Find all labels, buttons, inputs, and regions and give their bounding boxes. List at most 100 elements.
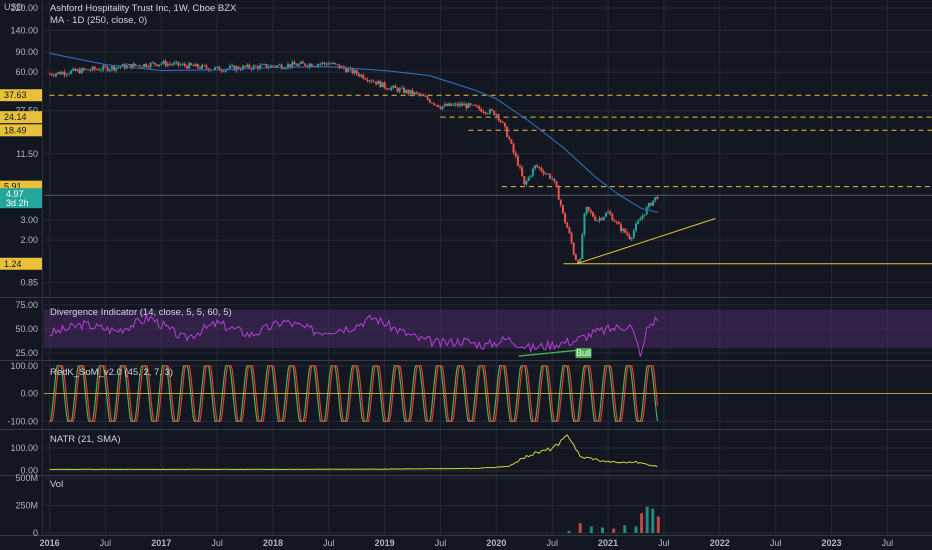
x-tick-label: Jul xyxy=(658,538,670,548)
candle-body xyxy=(134,63,137,66)
divergence-pane[interactable]: Bull xyxy=(44,309,932,359)
divergence-y-tick-label: 50.00 xyxy=(15,324,38,334)
level-price-tags: 37.63 24.14 18.49 5.91 1.24 xyxy=(0,89,42,270)
candle-body xyxy=(405,89,408,93)
volume-pane[interactable] xyxy=(567,506,660,533)
candle-body xyxy=(151,62,154,64)
candle-body xyxy=(596,220,599,222)
candle-body xyxy=(484,112,487,114)
candle-body xyxy=(587,206,590,211)
candle-body xyxy=(549,174,552,179)
candle-body xyxy=(377,80,380,85)
candle-body xyxy=(379,80,382,88)
candle-body xyxy=(246,64,249,67)
candle-body xyxy=(370,80,373,82)
candle-body xyxy=(461,103,464,106)
x-tick-label: Jul xyxy=(435,538,447,548)
candle-body xyxy=(493,110,496,116)
candle-body xyxy=(70,70,73,74)
candle-body xyxy=(87,69,90,71)
som-legend[interactable]: RedK_SoM_v2.0 (45, 2, 7, 3) xyxy=(50,367,173,378)
candle-body xyxy=(80,68,83,74)
candle-body xyxy=(89,70,92,71)
candle-body xyxy=(289,64,292,68)
candle-body xyxy=(428,99,431,103)
candle-body xyxy=(72,68,75,71)
natr-legend[interactable]: NATR (21, SMA) xyxy=(50,434,121,445)
volume-y-tick-label: 0 xyxy=(33,528,38,538)
candle-body xyxy=(347,68,350,73)
candle-body xyxy=(188,63,191,69)
candle-body xyxy=(527,176,530,181)
candle-body xyxy=(383,82,386,89)
candle-body xyxy=(630,237,633,240)
level-tag-label: 18.49 xyxy=(4,125,27,135)
candle-body xyxy=(647,203,650,208)
candle-body xyxy=(248,64,251,69)
candle-body xyxy=(375,81,378,85)
natr-y-tick-label: 0.00 xyxy=(20,466,38,476)
candle-body xyxy=(546,173,549,175)
som-y-tick-label: 0.00 xyxy=(20,389,38,399)
volume-y-tick-label: 250M xyxy=(15,501,38,511)
x-axis-labels: 2016 Jul 2017 Jul 2018 Jul 2019 Jul 2020 Jul 2021 J… xyxy=(40,538,894,548)
candle-body xyxy=(231,65,234,67)
natr-pane[interactable] xyxy=(49,434,658,471)
candle-body xyxy=(645,207,648,215)
candle-body xyxy=(413,92,416,95)
candle-body xyxy=(536,165,539,167)
volume-bar xyxy=(589,526,593,533)
candle-body xyxy=(48,73,51,75)
candle-body xyxy=(310,63,313,67)
currency-label: USD xyxy=(4,2,24,12)
x-tick-label: Jul xyxy=(211,538,223,548)
bull-label: Bull xyxy=(575,348,592,359)
candle-body xyxy=(415,92,418,94)
ma-legend[interactable]: MA · 1D (250, close, 0) xyxy=(50,15,147,26)
candle-body xyxy=(237,66,240,70)
candle-body xyxy=(544,173,547,175)
candle-body xyxy=(119,66,122,68)
candle-body xyxy=(254,65,257,67)
level-tag-label: 5.91 xyxy=(4,182,22,192)
last-price-tag: 4.97 3d 2h xyxy=(0,188,42,209)
candle-body xyxy=(55,73,58,76)
candle-body xyxy=(390,87,393,90)
candle-body xyxy=(626,232,629,236)
candle-body xyxy=(179,64,182,66)
candle-body xyxy=(559,199,562,206)
candle-body xyxy=(130,64,133,69)
candle-body xyxy=(448,103,451,106)
som-pane[interactable] xyxy=(44,365,932,422)
candle-body xyxy=(263,64,266,65)
candle-body xyxy=(351,68,354,74)
candle-body xyxy=(282,68,285,70)
candle-body xyxy=(568,227,571,234)
candle-body xyxy=(430,102,433,104)
candle-body xyxy=(372,81,375,83)
price-y-tick-label: 90.00 xyxy=(15,47,38,57)
candle-body xyxy=(564,213,567,223)
candle-body xyxy=(276,65,279,68)
candle-body xyxy=(323,62,326,64)
candle-body xyxy=(589,210,592,213)
support-trendline[interactable] xyxy=(576,218,716,265)
candle-body xyxy=(650,203,653,206)
divergence-legend[interactable]: Divergence Indicator (14, close, 5, 5, 6… xyxy=(50,307,232,318)
candle-body xyxy=(355,70,358,74)
candle-body xyxy=(476,105,479,107)
candle-body xyxy=(218,66,221,71)
volume-legend[interactable]: Vol xyxy=(50,479,63,490)
candle-body xyxy=(654,197,657,201)
candle-body xyxy=(136,65,139,67)
bull-divergence-line xyxy=(518,349,577,357)
price-pane[interactable] xyxy=(44,52,932,265)
symbol-title[interactable]: Ashford Hospitality Trust Inc, 1W, Cboe … xyxy=(50,3,237,14)
candle-body xyxy=(181,63,184,65)
candle-body xyxy=(329,63,332,65)
candle-body xyxy=(153,62,156,65)
candle-body xyxy=(424,96,427,97)
candle-body xyxy=(222,71,225,72)
candle-body xyxy=(265,64,268,68)
